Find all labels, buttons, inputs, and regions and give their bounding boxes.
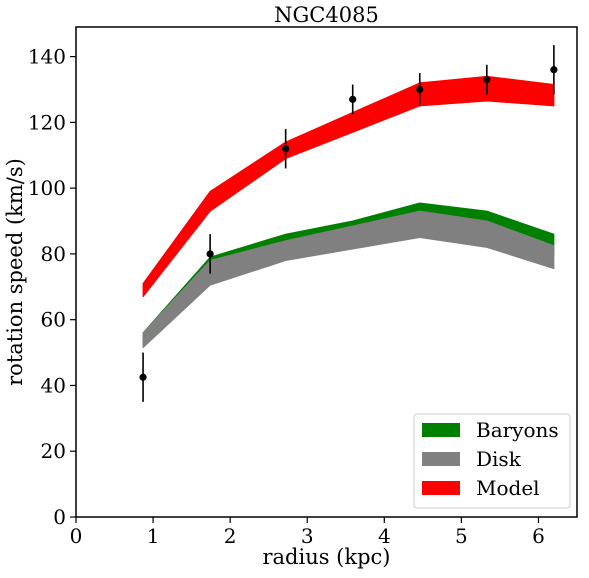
bands-layer [142,75,555,349]
y-tick-label: 120 [28,110,66,134]
legend: Baryons Disk Model [413,413,571,509]
data-point [139,373,147,381]
y-ticks: 0 20 40 60 80 100 120 140 [28,45,76,529]
y-axis-label: rotation speed (km/s) [3,158,27,386]
y-tick-label: 60 [41,308,66,332]
data-point [349,95,357,103]
x-tick-label: 6 [532,524,545,548]
y-tick-label: 20 [41,439,66,463]
legend-swatch-baryons [422,423,460,437]
y-tick-label: 40 [41,373,66,397]
x-ticks: 0 1 2 3 4 5 6 [70,517,545,548]
x-axis-label: radius (kpc) [262,545,390,569]
legend-label-model: Model [476,476,540,500]
band-model [142,75,555,298]
y-tick-label: 0 [53,505,66,529]
data-point [483,76,491,84]
axes-layer [75,26,578,518]
observations-layer [139,45,558,402]
chart-title: NGC4085 [274,3,379,27]
x-tick-label: 5 [455,524,468,548]
data-point [206,250,214,258]
x-tick-label: 3 [301,524,314,548]
data-point [550,66,558,74]
x-tick-label: 2 [224,524,237,548]
legend-swatch-disk [422,452,460,466]
legend-label-baryons: Baryons [476,418,559,442]
y-tick-label: 100 [28,176,66,200]
y-tick-label: 140 [28,45,66,69]
data-point [416,85,424,94]
y-tick-label: 80 [41,242,66,266]
band-disk [142,210,555,349]
x-tick-label: 1 [147,524,160,548]
data-point [282,145,290,153]
x-tick-label: 0 [70,524,83,548]
x-tick-label: 4 [378,524,391,548]
legend-swatch-model [422,481,460,495]
legend-label-disk: Disk [476,447,522,471]
plot-frame [75,26,578,518]
